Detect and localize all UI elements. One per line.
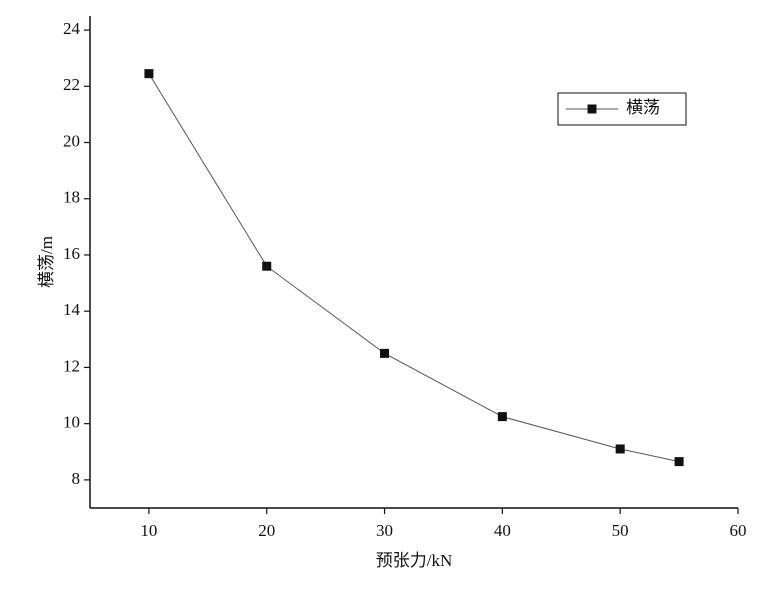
y-tick-label: 18 bbox=[63, 188, 80, 207]
y-axis-label: 横荡/m bbox=[37, 236, 56, 288]
x-tick-label: 60 bbox=[730, 521, 747, 540]
data-point bbox=[144, 69, 154, 79]
data-point bbox=[615, 444, 625, 454]
y-tick-label: 16 bbox=[63, 244, 80, 263]
y-tick-label: 10 bbox=[63, 413, 80, 432]
data-point bbox=[497, 412, 507, 422]
data-point bbox=[262, 261, 272, 271]
series-line bbox=[148, 73, 680, 463]
legend-marker bbox=[587, 104, 597, 114]
data-point bbox=[380, 348, 390, 358]
x-tick-label: 40 bbox=[494, 521, 511, 540]
x-axis-label: 预张力/kN bbox=[376, 551, 453, 570]
y-tick-label: 8 bbox=[72, 469, 81, 488]
y-tick-label: 20 bbox=[63, 131, 80, 150]
x-tick-label: 30 bbox=[376, 521, 393, 540]
data-point bbox=[674, 457, 684, 467]
legend-label: 横荡 bbox=[626, 98, 660, 117]
x-tick-label: 20 bbox=[258, 521, 275, 540]
y-tick-label: 12 bbox=[63, 356, 80, 375]
y-tick-label: 22 bbox=[63, 75, 80, 94]
y-tick-label: 14 bbox=[63, 300, 81, 319]
y-tick-label: 24 bbox=[63, 19, 81, 38]
x-tick-label: 10 bbox=[140, 521, 157, 540]
x-tick-label: 50 bbox=[612, 521, 629, 540]
